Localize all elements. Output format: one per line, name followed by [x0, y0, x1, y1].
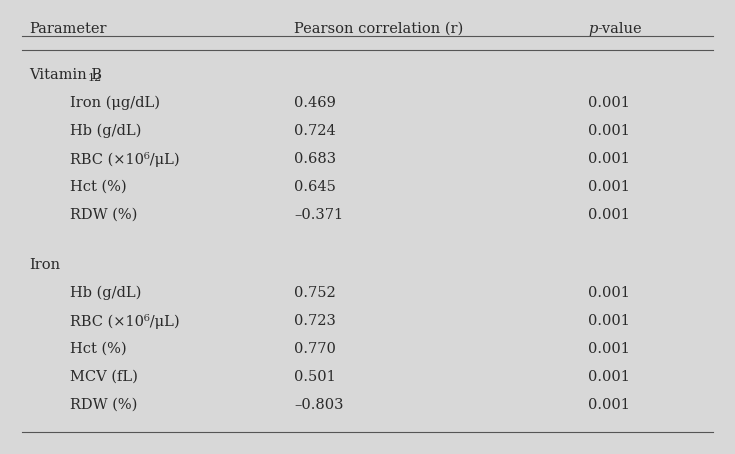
Text: RDW (%): RDW (%) [70, 398, 137, 412]
Text: 0.001: 0.001 [588, 370, 630, 384]
Text: –0.803: –0.803 [294, 398, 343, 412]
Text: Vitamin B: Vitamin B [29, 68, 102, 82]
Text: 12: 12 [88, 73, 102, 83]
Text: 0.001: 0.001 [588, 314, 630, 328]
Text: Parameter: Parameter [29, 22, 107, 36]
Text: RDW (%): RDW (%) [70, 208, 137, 222]
Text: 0.724: 0.724 [294, 124, 336, 138]
Text: Hct (%): Hct (%) [70, 180, 126, 194]
Text: 0.645: 0.645 [294, 180, 336, 194]
Text: 0.469: 0.469 [294, 96, 336, 110]
Text: 0.001: 0.001 [588, 96, 630, 110]
Text: –0.371: –0.371 [294, 208, 343, 222]
Text: 0.770: 0.770 [294, 342, 336, 356]
Text: 0.723: 0.723 [294, 314, 336, 328]
Text: Hct (%): Hct (%) [70, 342, 126, 356]
Text: Iron: Iron [29, 258, 60, 272]
Text: RBC (×10⁶/μL): RBC (×10⁶/μL) [70, 314, 179, 329]
Text: Hb (g/dL): Hb (g/dL) [70, 124, 141, 138]
Text: -value: -value [597, 22, 642, 36]
Text: 0.001: 0.001 [588, 152, 630, 166]
Text: Hb (g/dL): Hb (g/dL) [70, 286, 141, 301]
Text: 0.001: 0.001 [588, 398, 630, 412]
Text: 0.001: 0.001 [588, 286, 630, 300]
Text: MCV (fL): MCV (fL) [70, 370, 137, 384]
Text: p: p [588, 22, 598, 36]
Text: 0.001: 0.001 [588, 180, 630, 194]
Text: RBC (×10⁶/μL): RBC (×10⁶/μL) [70, 152, 179, 167]
Text: Iron (μg/dL): Iron (μg/dL) [70, 96, 159, 110]
Text: 0.683: 0.683 [294, 152, 336, 166]
Text: 0.752: 0.752 [294, 286, 336, 300]
Text: 0.001: 0.001 [588, 342, 630, 356]
Text: 0.001: 0.001 [588, 208, 630, 222]
Text: 0.001: 0.001 [588, 124, 630, 138]
Text: Pearson correlation (r): Pearson correlation (r) [294, 22, 463, 36]
Text: 0.501: 0.501 [294, 370, 336, 384]
